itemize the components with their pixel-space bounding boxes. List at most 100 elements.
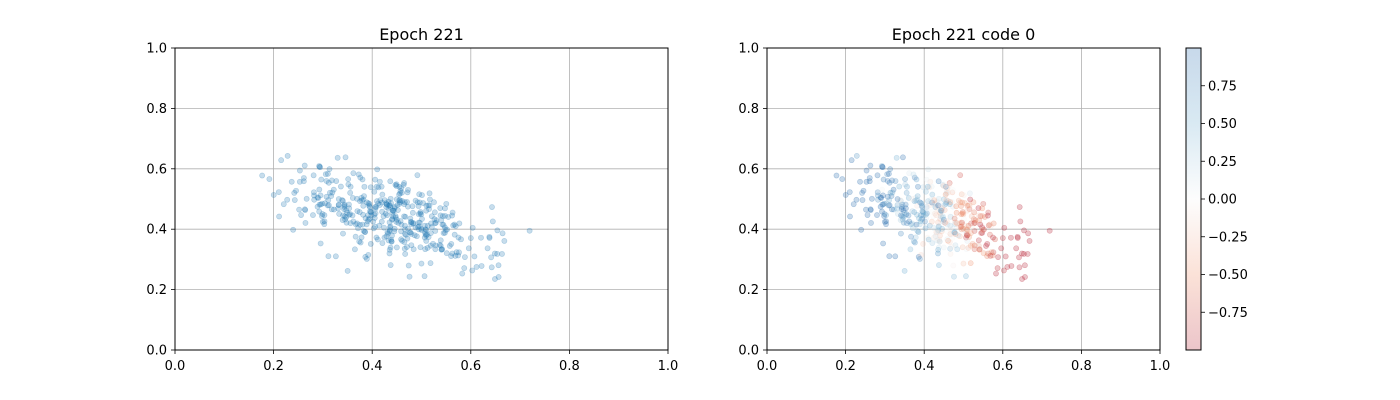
scatter-point — [914, 227, 921, 234]
scatter-point — [935, 250, 941, 257]
scatter-point — [909, 225, 916, 232]
scatter-point — [311, 196, 318, 203]
scatter-point — [900, 219, 907, 226]
scatter-point — [833, 172, 840, 179]
scatter-point — [349, 195, 356, 201]
scatter-point — [963, 226, 970, 233]
scatter-point — [296, 178, 303, 185]
scatter-point — [347, 183, 354, 190]
scatter-point — [400, 181, 407, 188]
plot-frame-right — [766, 47, 1161, 351]
scatter-point — [946, 201, 953, 208]
scatter-point — [499, 251, 505, 257]
scatter-point — [365, 216, 372, 223]
y-tick-label: 0.0 — [738, 344, 759, 359]
scatter-point — [947, 199, 954, 206]
scatter-point — [396, 197, 403, 204]
scatter-point — [976, 246, 983, 253]
scatter-point — [936, 236, 943, 243]
scatter-point — [423, 238, 430, 244]
scatter-point — [414, 224, 421, 230]
scatter-point — [958, 219, 965, 226]
x-tick-label: 0.2 — [835, 359, 856, 374]
scatter-point — [899, 216, 906, 223]
scatter-point — [903, 220, 910, 227]
scatter-point — [1001, 224, 1008, 231]
scatter-point — [413, 233, 420, 240]
scatter-point — [1025, 230, 1032, 237]
scatter-point — [880, 201, 887, 208]
scatter-point — [410, 220, 417, 226]
scatter-point — [927, 202, 934, 208]
scatter-point — [349, 212, 356, 219]
scatter-point — [905, 195, 912, 201]
scatter-point — [402, 222, 408, 229]
scatter-point — [892, 178, 899, 184]
scatter-point — [979, 212, 986, 219]
scatter-point — [428, 224, 435, 230]
scatter-point — [365, 252, 372, 258]
scatter-point — [940, 181, 947, 188]
scatter-point — [383, 204, 390, 210]
scatter-point — [359, 176, 366, 183]
scatter-point — [371, 215, 378, 221]
scatter-point — [284, 152, 291, 159]
scatter-panel-right: Epoch 221 code 0 0.0 0.2 0.4 0.6 0.8 1.0 0.00… — [738, 25, 1170, 374]
scatter-point — [966, 202, 973, 209]
scatter-point — [968, 213, 975, 220]
scatter-point — [951, 229, 958, 236]
scatter-point — [358, 234, 365, 241]
scatter-point — [319, 200, 326, 207]
scatter-point — [952, 218, 958, 225]
scatter-point — [985, 212, 991, 219]
scatter-point — [911, 174, 918, 181]
scatter-point — [932, 204, 939, 210]
scatter-point — [922, 225, 929, 232]
y-axis-left: 0.0 0.2 0.4 0.6 0.8 1.0 — [146, 42, 175, 359]
scatter-point — [328, 206, 335, 213]
scatter-point — [387, 223, 394, 230]
scatter-point — [368, 212, 375, 219]
scatter-point — [424, 244, 431, 251]
scatter-point — [296, 206, 303, 213]
scatter-point — [937, 232, 943, 239]
scatter-point — [404, 203, 411, 210]
scatter-panel-left: Epoch 221 0.0 0.2 0.4 0.6 0.8 1.0 0.00.20.40.… — [146, 25, 678, 374]
scatter-point — [495, 262, 502, 269]
scatter-point — [945, 198, 951, 204]
x-tick-label: 0.4 — [362, 359, 383, 374]
scatter-point — [327, 189, 333, 196]
x-tick-label: 1.0 — [658, 359, 679, 374]
scatter-point — [328, 177, 335, 184]
scatter-point — [316, 208, 323, 215]
scatter-point — [399, 198, 406, 204]
scatter-point — [867, 207, 874, 213]
scatter-point — [402, 231, 408, 237]
scatter-point — [440, 230, 447, 236]
scatter-point — [964, 202, 971, 209]
scatter-point — [417, 244, 424, 251]
scatter-point — [914, 193, 921, 200]
scatter-point — [335, 196, 342, 202]
scatter-point — [374, 198, 380, 205]
scatter-point — [918, 216, 925, 223]
scatter-point — [946, 181, 953, 188]
scatter-point — [372, 204, 379, 210]
scatter-point — [904, 183, 910, 190]
scatter-point — [958, 211, 965, 218]
scatter-point — [347, 220, 354, 227]
scatter-point — [963, 222, 970, 229]
scatter-point — [961, 200, 968, 206]
scatter-point — [367, 184, 374, 191]
scatter-point — [393, 181, 400, 188]
scatter-point — [975, 205, 982, 212]
scatter-point — [993, 270, 999, 277]
scatter-point — [946, 180, 953, 186]
scatter-point — [437, 212, 444, 219]
scatter-point — [924, 183, 931, 190]
scatter-point — [459, 270, 466, 277]
scatter-point — [964, 238, 971, 244]
scatter-point — [443, 250, 450, 257]
y-tick-label: 0.8 — [146, 102, 167, 117]
